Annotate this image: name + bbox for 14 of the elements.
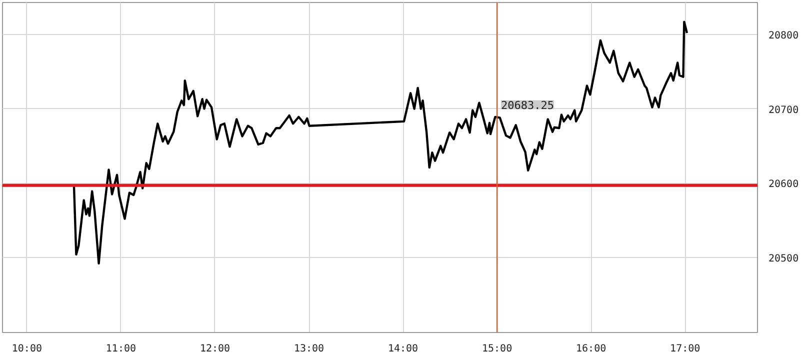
x-tick-label: 15:00	[482, 344, 512, 354]
x-tick-label: 11:00	[106, 344, 136, 354]
x-tick-label: 16:00	[576, 344, 606, 354]
y-tick-label: 20800	[768, 30, 799, 42]
annotation: 20683.25	[501, 99, 554, 112]
x-tick-label: 14:00	[388, 344, 418, 354]
x-tick-label: 12:00	[200, 344, 230, 354]
line-series	[72, 20, 688, 264]
y-tick-label: 20500	[768, 253, 799, 264]
x-tick-label: 13:00	[294, 344, 324, 354]
y-tick-label: 20600	[768, 179, 799, 190]
y-tick-label: 20700	[768, 104, 799, 116]
x-tick-label: 17:00	[670, 344, 700, 354]
x-tick-label: 10:00	[12, 344, 42, 354]
